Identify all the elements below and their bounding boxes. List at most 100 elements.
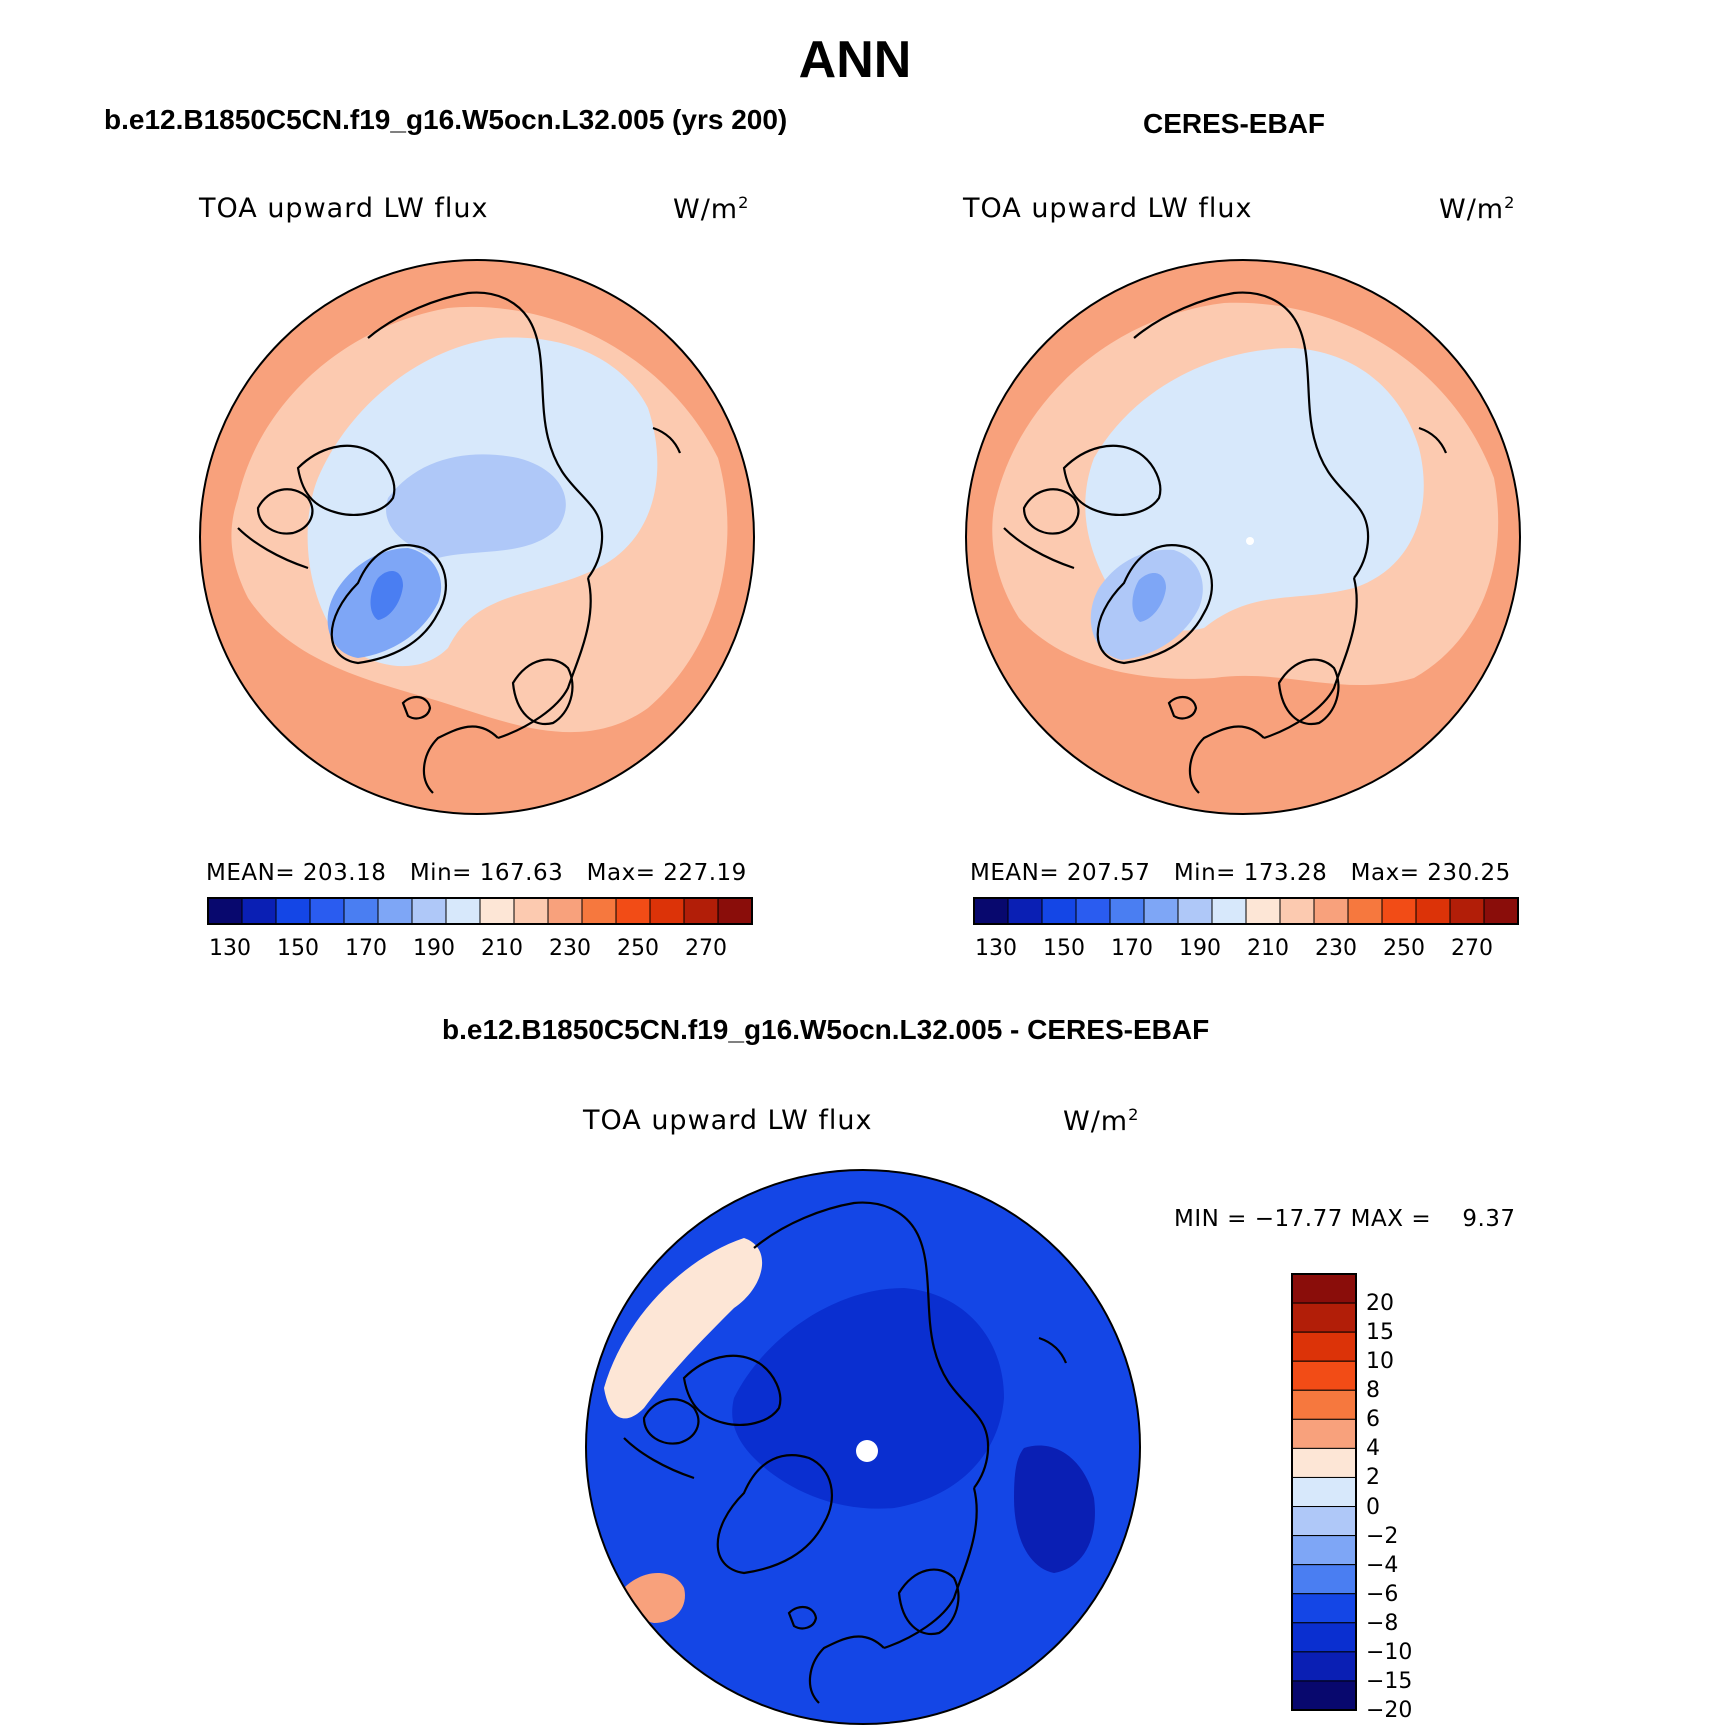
panel-1-colorbar-tick-label: 210	[481, 936, 523, 961]
panel-2-units: W/m2	[1439, 193, 1516, 225]
panel-1-units: W/m2	[673, 193, 750, 225]
panel-3-colorbar-tick-label: 15	[1366, 1320, 1394, 1346]
panel-3-region-pacific-positive	[604, 1238, 763, 1419]
panel-2-colorbar-box	[1075, 897, 1111, 925]
panel-1-colorbar-box	[649, 897, 685, 925]
panel-2-colorbar	[973, 897, 1519, 925]
page-title: ANN	[798, 31, 912, 89]
panel-2-colorbar-box	[1483, 897, 1519, 925]
panel-3-colorbar-box	[1291, 1680, 1357, 1711]
panel-2-region-greenland-core	[1132, 573, 1166, 622]
panel-3-colorbar-box	[1291, 1389, 1357, 1420]
panel-3-colorbar-box	[1291, 1273, 1357, 1304]
panel-1-colorbar-box	[445, 897, 481, 925]
panel-3-colorbar-box	[1291, 1593, 1357, 1624]
panel-3-colorbar-box	[1291, 1418, 1357, 1449]
panel-2-colorbar-tick-label: 230	[1315, 936, 1357, 961]
panel-1-coastlines	[237, 291, 682, 794]
panel-1-colorbar-tick-label: 250	[617, 936, 659, 961]
panel-2-colorbar-box	[1109, 897, 1145, 925]
panel-1-colorbar-box	[309, 897, 345, 925]
panel-1-colorbar-box	[411, 897, 447, 925]
panel-2-colorbar-tick-label: 270	[1451, 936, 1493, 961]
panel-3-colorbar-tick-label: 0	[1366, 1494, 1380, 1520]
panel-3-colorbar-tick-label: −15	[1366, 1668, 1413, 1694]
panel-2-colorbar-box	[1211, 897, 1247, 925]
panel-2-colorbar-box	[1177, 897, 1213, 925]
panel-2-colorbar-tick-label: 210	[1247, 936, 1289, 961]
panel-2-colorbar-box	[1041, 897, 1077, 925]
panel-1-region-greenland-core	[370, 571, 403, 620]
panel-2-colorbar-ticks: 130 150 170 190 210 230 250 270	[974, 936, 1518, 964]
panel-1-colorbar-box	[717, 897, 753, 925]
panel-2-colorbar-box	[1313, 897, 1349, 925]
panel-1-colorbar-box	[241, 897, 277, 925]
panel-2-colorbar-box	[1381, 897, 1417, 925]
panel-3-colorbar-tick-label: −2	[1366, 1523, 1399, 1549]
panel-2-colorbar-box	[1415, 897, 1451, 925]
panel-3-colorbar-box	[1291, 1564, 1357, 1595]
panel-3-colorbar-ticks: 20 15 10 8 6 4 2 0 −2 −4 −6 −8 −10 −15 −20	[1366, 1274, 1446, 1723]
panel-3-colorbar-tick-label: −8	[1366, 1610, 1399, 1636]
panel-2-stats: MEAN= 207.57 Min= 173.28 Max= 230.25	[970, 860, 1511, 886]
panel-2-colorbar-box	[1245, 897, 1281, 925]
panel-1-colorbar-box	[683, 897, 719, 925]
panel-1-colorbar-box	[513, 897, 549, 925]
panel-3-colorbar-tick-label: 10	[1366, 1349, 1394, 1375]
panel-1-colorbar-tick-label: 150	[277, 936, 319, 961]
panel-3-variable: TOA upward LW flux	[583, 1105, 873, 1136]
panel-2-title: CERES-EBAF	[1143, 108, 1326, 139]
panel-3-coastlines	[623, 1201, 1068, 1704]
panel-1-colorbar-tick-label: 270	[685, 936, 727, 961]
panel-3-colorbar-box	[1291, 1476, 1357, 1508]
panel-2-colorbar-tick-label: 150	[1043, 936, 1085, 961]
panel-2-colorbar-box	[973, 897, 1009, 925]
panel-3-region-arctic-negative	[732, 1288, 1004, 1509]
panel-3-colorbar-tick-label: 6	[1366, 1407, 1380, 1433]
panel-1-colorbar-box	[581, 897, 617, 925]
panel-2-colorbar-tick-label: 170	[1111, 936, 1153, 961]
panel-3-colorbar-box	[1291, 1331, 1357, 1362]
panel-1-polar-map	[199, 259, 755, 815]
panel-3-colorbar-box	[1291, 1535, 1357, 1566]
panel-3-region-east-negative	[1014, 1445, 1095, 1573]
panel-1-colorbar-tick-label: 170	[345, 936, 387, 961]
panel-1-colorbar-box	[275, 897, 311, 925]
panel-3-colorbar-tick-label: 4	[1366, 1436, 1380, 1462]
panel-3-colorbar-box	[1291, 1506, 1357, 1537]
panel-3-colorbar-box	[1291, 1651, 1357, 1682]
panel-2-variable: TOA upward LW flux	[963, 193, 1253, 224]
panel-3-colorbar-box	[1291, 1360, 1357, 1391]
panel-1-colorbar-box	[547, 897, 583, 925]
panel-2-colorbar-box	[1347, 897, 1383, 925]
panel-3-colorbar-tick-label: 8	[1366, 1378, 1380, 1404]
panel-3-colorbar-tick-label: −4	[1366, 1552, 1399, 1578]
panel-3-colorbar-tick-label: 2	[1366, 1465, 1380, 1491]
panel-1-colorbar-tick-label: 230	[549, 936, 591, 961]
panel-1-title: b.e12.B1850C5CN.f19_g16.W5ocn.L32.005 (y…	[104, 104, 788, 135]
panel-3-stats: MIN = −17.77 MAX = 9.37	[1174, 1206, 1516, 1232]
panel-3-colorbar-box	[1291, 1302, 1357, 1333]
panel-3-colorbar-tick-label: −6	[1366, 1581, 1399, 1607]
panel-2-coastlines	[1003, 291, 1448, 794]
panel-1-stats: MEAN= 203.18 Min= 167.63 Max= 227.19	[206, 860, 747, 886]
panel-3-colorbar-box	[1291, 1447, 1357, 1478]
panel-3-polar-map	[585, 1169, 1141, 1725]
panel-3-title: b.e12.B1850C5CN.f19_g16.W5ocn.L32.005 - …	[442, 1014, 1210, 1045]
panel-1-colorbar-tick-label: 190	[413, 936, 455, 961]
panel-1-colorbar-box	[615, 897, 651, 925]
panel-2-colorbar-tick-label: 190	[1179, 936, 1221, 961]
panel-3-colorbar-box	[1291, 1622, 1357, 1653]
panel-1-variable: TOA upward LW flux	[199, 193, 489, 224]
panel-1-region-central-arctic	[386, 454, 566, 558]
panel-1-colorbar-outline	[207, 897, 753, 925]
panel-3-colorbar-outline	[1291, 1273, 1357, 1711]
panel-2-colorbar-box	[1007, 897, 1043, 925]
panel-1-colorbar-box	[479, 897, 515, 925]
panel-3-colorbar-tick-label: −20	[1366, 1698, 1413, 1723]
panel-3-colorbar-tick-label: −10	[1366, 1639, 1413, 1665]
panel-3-colorbar	[1291, 1273, 1357, 1711]
panel-3-colorbar-tick-label: 20	[1366, 1291, 1394, 1317]
panel-2-colorbar-tick-label: 250	[1383, 936, 1425, 961]
panel-2-polar-map	[965, 259, 1521, 815]
